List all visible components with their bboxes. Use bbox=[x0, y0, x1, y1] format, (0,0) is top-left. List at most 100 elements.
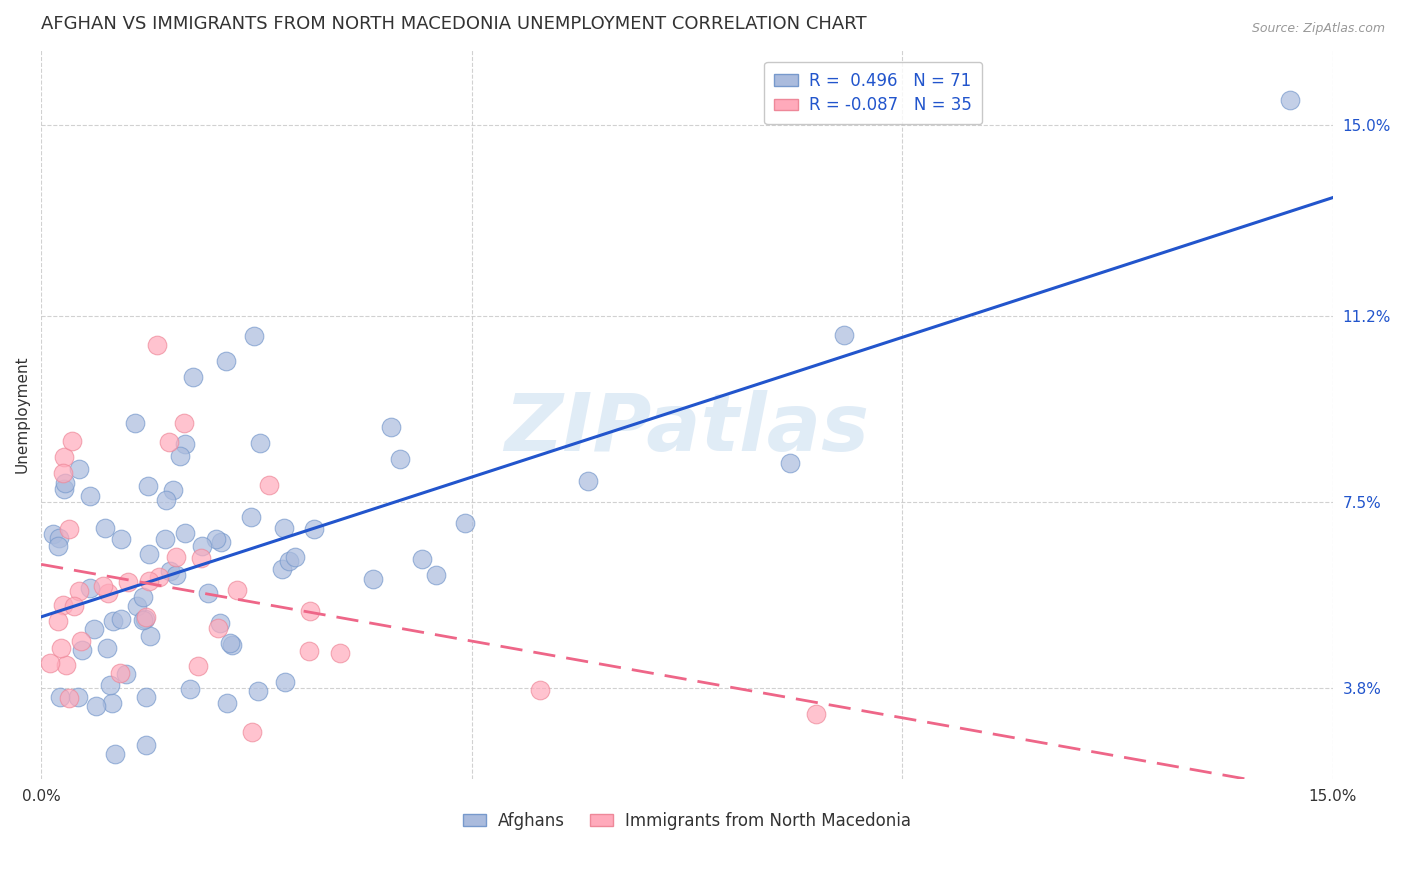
Point bbox=[139, 628, 162, 642]
Point bbox=[58, 522, 80, 536]
Point bbox=[240, 725, 263, 739]
Point bbox=[304, 522, 326, 536]
Point bbox=[55, 475, 77, 490]
Point bbox=[94, 521, 117, 535]
Point bbox=[63, 599, 86, 614]
Point bbox=[148, 569, 170, 583]
Point bbox=[173, 416, 195, 430]
Text: Source: ZipAtlas.com: Source: ZipAtlas.com bbox=[1251, 22, 1385, 36]
Point bbox=[67, 462, 90, 476]
Point bbox=[52, 598, 75, 612]
Point bbox=[117, 575, 139, 590]
Point bbox=[205, 532, 228, 546]
Point bbox=[215, 696, 238, 710]
Point bbox=[127, 599, 149, 614]
Point bbox=[208, 615, 231, 630]
Point bbox=[53, 482, 76, 496]
Point bbox=[454, 516, 477, 531]
Text: ZIPatlas: ZIPatlas bbox=[505, 390, 869, 468]
Point bbox=[806, 706, 828, 721]
Point bbox=[103, 615, 125, 629]
Point bbox=[329, 646, 352, 660]
Point bbox=[181, 369, 204, 384]
Point bbox=[191, 539, 214, 553]
Text: AFGHAN VS IMMIGRANTS FROM NORTH MACEDONIA UNEMPLOYMENT CORRELATION CHART: AFGHAN VS IMMIGRANTS FROM NORTH MACEDONI… bbox=[41, 15, 866, 33]
Point bbox=[70, 643, 93, 657]
Y-axis label: Unemployment: Unemployment bbox=[15, 356, 30, 473]
Point bbox=[179, 681, 201, 696]
Point bbox=[273, 521, 295, 535]
Point bbox=[1278, 93, 1301, 107]
Point bbox=[104, 747, 127, 761]
Legend: Afghans, Immigrants from North Macedonia: Afghans, Immigrants from North Macedonia bbox=[457, 805, 918, 836]
Point bbox=[136, 479, 159, 493]
Point bbox=[52, 466, 75, 480]
Point bbox=[361, 572, 384, 586]
Point bbox=[115, 666, 138, 681]
Point bbox=[832, 327, 855, 342]
Point bbox=[165, 568, 187, 582]
Point bbox=[48, 614, 70, 628]
Point bbox=[576, 474, 599, 488]
Point bbox=[135, 739, 157, 753]
Point bbox=[190, 551, 212, 566]
Point bbox=[411, 551, 433, 566]
Point bbox=[66, 690, 89, 705]
Point bbox=[239, 510, 262, 524]
Point bbox=[298, 644, 321, 658]
Point bbox=[284, 549, 307, 564]
Point bbox=[67, 584, 90, 599]
Point bbox=[221, 638, 243, 652]
Point bbox=[60, 434, 83, 449]
Point bbox=[108, 666, 131, 681]
Point bbox=[83, 622, 105, 636]
Point bbox=[243, 329, 266, 343]
Point bbox=[169, 449, 191, 463]
Point bbox=[132, 613, 155, 627]
Point bbox=[101, 696, 124, 710]
Point bbox=[274, 675, 297, 690]
Point bbox=[98, 678, 121, 692]
Point bbox=[42, 526, 65, 541]
Point bbox=[425, 568, 447, 582]
Point bbox=[52, 450, 75, 464]
Point bbox=[79, 489, 101, 503]
Point bbox=[197, 586, 219, 600]
Point bbox=[96, 641, 118, 656]
Point bbox=[157, 435, 180, 450]
Point bbox=[529, 683, 551, 698]
Point bbox=[135, 690, 157, 705]
Point bbox=[146, 338, 169, 352]
Point bbox=[380, 420, 402, 434]
Point bbox=[91, 578, 114, 592]
Point bbox=[134, 612, 156, 626]
Point bbox=[779, 456, 801, 470]
Point bbox=[46, 540, 69, 554]
Point bbox=[79, 581, 101, 595]
Point bbox=[174, 437, 197, 451]
Point bbox=[110, 532, 132, 546]
Point bbox=[219, 636, 242, 650]
Point bbox=[299, 604, 322, 618]
Point bbox=[110, 612, 132, 626]
Point bbox=[257, 478, 280, 492]
Point bbox=[246, 684, 269, 698]
Point bbox=[173, 526, 195, 541]
Point bbox=[138, 574, 160, 588]
Point bbox=[155, 533, 177, 547]
Point bbox=[388, 451, 411, 466]
Point bbox=[97, 586, 120, 600]
Point bbox=[226, 582, 249, 597]
Point bbox=[187, 659, 209, 673]
Point bbox=[166, 549, 188, 564]
Point bbox=[49, 690, 72, 704]
Point bbox=[55, 658, 77, 673]
Point bbox=[135, 610, 157, 624]
Point bbox=[58, 691, 80, 706]
Point bbox=[209, 535, 232, 549]
Point bbox=[48, 532, 70, 546]
Point bbox=[271, 562, 294, 576]
Point bbox=[155, 492, 177, 507]
Point bbox=[69, 633, 91, 648]
Point bbox=[159, 564, 181, 578]
